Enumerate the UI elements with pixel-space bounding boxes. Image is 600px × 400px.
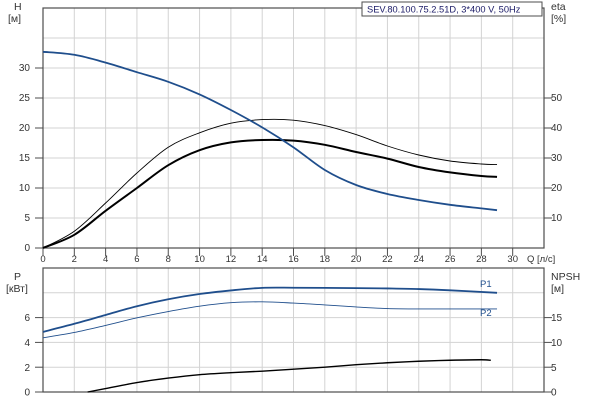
svg-text:NPSH: NPSH: [551, 271, 580, 283]
svg-text:8: 8: [166, 254, 171, 265]
svg-text:[м]: [м]: [551, 283, 564, 295]
svg-text:6: 6: [134, 254, 139, 265]
svg-text:0: 0: [551, 388, 557, 399]
svg-text:24: 24: [414, 254, 425, 265]
svg-text:14: 14: [257, 254, 268, 265]
svg-text:P: P: [14, 271, 21, 283]
svg-text:[%]: [%]: [551, 13, 566, 25]
svg-text:16: 16: [288, 254, 299, 265]
svg-text:H: H: [14, 1, 22, 13]
svg-text:SEV.80.100.75.2.51D, 3*400 V,: SEV.80.100.75.2.51D, 3*400 V, 50Hz: [367, 4, 521, 14]
svg-text:18: 18: [320, 254, 331, 265]
svg-text:25: 25: [19, 93, 31, 104]
svg-text:[м]: [м]: [8, 13, 21, 25]
svg-text:20: 20: [351, 254, 362, 265]
svg-text:10: 10: [194, 254, 205, 265]
svg-text:P2: P2: [480, 308, 492, 319]
svg-text:28: 28: [476, 254, 487, 265]
svg-text:30: 30: [19, 63, 31, 74]
svg-text:2: 2: [72, 254, 77, 265]
svg-text:10: 10: [551, 213, 563, 224]
svg-text:5: 5: [24, 213, 30, 224]
svg-text:4: 4: [103, 254, 108, 265]
svg-text:P1: P1: [480, 279, 492, 290]
svg-text:26: 26: [445, 254, 456, 265]
svg-text:6: 6: [24, 313, 30, 324]
svg-text:10: 10: [19, 183, 31, 194]
svg-text:20: 20: [551, 183, 563, 194]
svg-text:40: 40: [551, 123, 563, 134]
svg-text:0: 0: [24, 388, 30, 399]
svg-text:5: 5: [551, 363, 557, 374]
svg-text:0: 0: [40, 254, 45, 265]
svg-text:2: 2: [24, 363, 30, 374]
svg-text:[кВт]: [кВт]: [6, 283, 28, 295]
svg-text:15: 15: [19, 153, 31, 164]
svg-text:22: 22: [382, 254, 393, 265]
svg-text:30: 30: [551, 153, 563, 164]
svg-text:20: 20: [19, 123, 31, 134]
svg-text:10: 10: [551, 338, 563, 349]
svg-text:eta: eta: [551, 1, 566, 13]
svg-text:12: 12: [226, 254, 237, 265]
svg-text:15: 15: [551, 313, 563, 324]
svg-text:50: 50: [551, 93, 563, 104]
svg-text:0: 0: [24, 243, 30, 254]
svg-text:30: 30: [507, 254, 518, 265]
svg-text:Q [л/с]: Q [л/с]: [527, 254, 555, 265]
svg-text:4: 4: [24, 338, 30, 349]
